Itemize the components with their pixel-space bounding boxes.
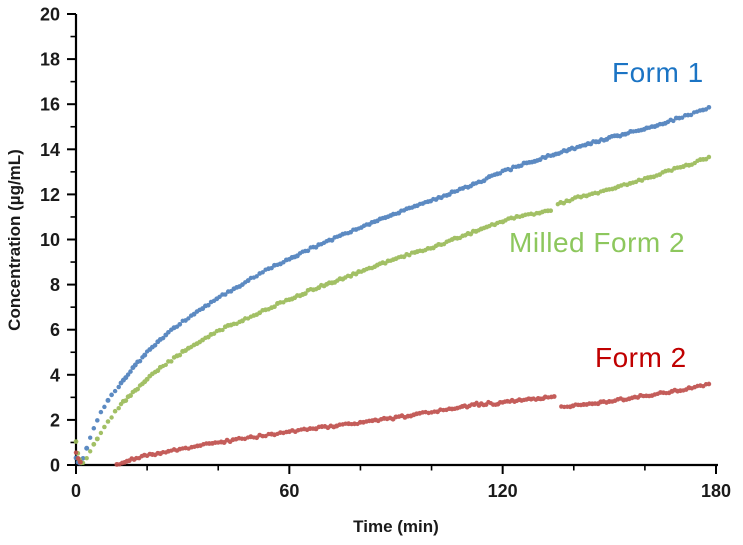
svg-text:16: 16 bbox=[40, 95, 60, 115]
series-milled-form-2 bbox=[73, 154, 712, 466]
svg-text:8: 8 bbox=[50, 275, 60, 295]
svg-text:10: 10 bbox=[40, 230, 60, 250]
svg-text:6: 6 bbox=[50, 320, 60, 340]
svg-text:60: 60 bbox=[279, 481, 299, 501]
svg-text:2: 2 bbox=[50, 410, 60, 430]
svg-text:14: 14 bbox=[40, 140, 60, 160]
series-form-1 bbox=[73, 104, 712, 466]
svg-text:0: 0 bbox=[71, 481, 81, 501]
series-label-milled-form-2: Milled Form 2 bbox=[509, 227, 686, 258]
y-axis-title: Concentration (µg/mL) bbox=[5, 149, 24, 331]
svg-text:4: 4 bbox=[50, 365, 60, 385]
svg-text:180: 180 bbox=[701, 481, 731, 501]
tick-labels: 0 2 4 6 8 10 12 14 16 18 20 0 60 120 180 bbox=[40, 5, 731, 502]
svg-text:18: 18 bbox=[40, 50, 60, 70]
series-label-form-2: Form 2 bbox=[595, 342, 687, 373]
series-label-form-1: Form 1 bbox=[612, 57, 704, 88]
svg-text:120: 120 bbox=[488, 481, 518, 501]
x-axis-title: Time (min) bbox=[353, 517, 439, 536]
data-series bbox=[73, 104, 712, 467]
axes bbox=[67, 13, 718, 474]
svg-text:0: 0 bbox=[50, 456, 60, 476]
svg-text:20: 20 bbox=[40, 5, 60, 25]
series-form-2 bbox=[73, 381, 712, 467]
svg-text:12: 12 bbox=[40, 185, 60, 205]
